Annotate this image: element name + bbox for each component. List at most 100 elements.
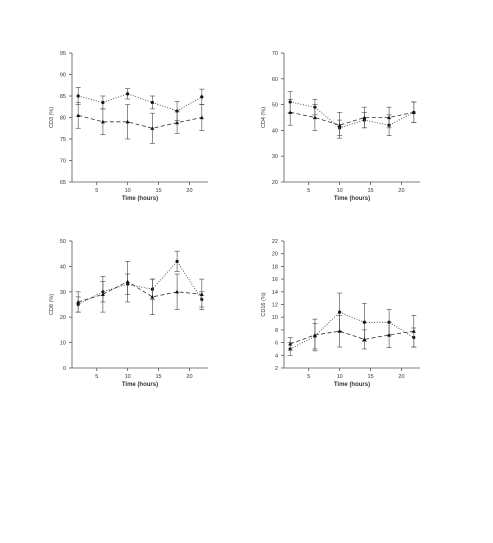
y-tick-label: 22 bbox=[272, 239, 278, 245]
series-dotted bbox=[287, 91, 417, 136]
data-point bbox=[312, 115, 317, 120]
x-tick-label: 5 bbox=[95, 374, 98, 380]
series-line bbox=[290, 101, 414, 129]
y-tick-label: 95 bbox=[60, 51, 66, 57]
series-line bbox=[78, 260, 203, 305]
y-tick-label: 40 bbox=[60, 264, 66, 270]
data-point bbox=[125, 279, 130, 284]
y-tick-label: 70 bbox=[272, 51, 278, 57]
series-line bbox=[290, 111, 414, 126]
y-tick-label: 4 bbox=[275, 353, 278, 359]
series-dashed bbox=[287, 99, 417, 139]
data-point bbox=[150, 100, 154, 105]
data-point bbox=[199, 115, 204, 120]
x-tick-label: 10 bbox=[337, 374, 343, 380]
x-axis-label: Time (hours) bbox=[334, 196, 370, 202]
data-point bbox=[175, 289, 180, 294]
series-line bbox=[78, 281, 202, 303]
data-point bbox=[125, 119, 130, 124]
y-tick-label: 75 bbox=[60, 137, 66, 143]
data-point bbox=[150, 126, 155, 130]
y-tick-label: 50 bbox=[60, 239, 66, 245]
x-tick-label: 15 bbox=[367, 188, 373, 194]
data-point bbox=[199, 292, 204, 296]
data-point bbox=[150, 294, 155, 299]
y-tick-label: 0 bbox=[63, 366, 66, 372]
chart-panel-2: 20 30 40 50 60 70 5 10 15 20 Time (hours) CD4 (%) bbox=[261, 51, 420, 202]
y-tick-label: 65 bbox=[60, 180, 66, 186]
data-point bbox=[362, 320, 366, 324]
x-tick-label: 5 bbox=[95, 188, 98, 194]
x-axis-label: Time (hours) bbox=[122, 196, 158, 202]
series-line bbox=[78, 93, 202, 112]
series-dashed bbox=[75, 261, 205, 315]
data-point bbox=[101, 100, 105, 105]
y-tick-label: 30 bbox=[272, 154, 278, 160]
x-axis-label: Time (hours) bbox=[122, 382, 158, 388]
data-point bbox=[175, 120, 180, 125]
y-tick-label: 80 bbox=[60, 116, 66, 122]
data-point bbox=[288, 341, 293, 346]
series-line bbox=[290, 311, 415, 350]
data-point bbox=[362, 115, 367, 120]
y-tick-label: 20 bbox=[272, 252, 278, 258]
y-tick-label: 20 bbox=[60, 315, 66, 321]
x-tick-label: 5 bbox=[307, 188, 310, 194]
x-axis-label: Time (hours) bbox=[334, 382, 370, 388]
y-tick-label: 12 bbox=[272, 303, 278, 309]
chart-panel-4: 2 4 6 8 10 12 14 16 18 20 22 5 10 15 20 Time (hours) CD1… bbox=[261, 239, 420, 388]
y-tick-label: 6 bbox=[275, 341, 278, 347]
data-point bbox=[337, 123, 342, 127]
series-dashed bbox=[75, 102, 205, 144]
data-point bbox=[76, 94, 80, 98]
data-point bbox=[288, 110, 293, 114]
x-tick-label: 10 bbox=[125, 374, 131, 380]
y-axis-label: CD3 (%) bbox=[49, 107, 55, 128]
data-point bbox=[100, 292, 105, 296]
y-tick-label: 2 bbox=[275, 366, 278, 372]
data-point bbox=[175, 259, 179, 263]
x-tick-label: 10 bbox=[337, 188, 343, 194]
y-tick-label: 40 bbox=[272, 128, 278, 134]
data-point bbox=[126, 92, 130, 96]
x-tick-label: 15 bbox=[155, 188, 161, 194]
data-point bbox=[362, 337, 367, 342]
series-dotted bbox=[75, 87, 205, 121]
y-tick-label: 14 bbox=[272, 290, 278, 296]
data-point bbox=[387, 115, 392, 120]
y-tick-label: 60 bbox=[272, 77, 278, 83]
data-point bbox=[337, 329, 342, 333]
data-point bbox=[312, 332, 317, 337]
y-tick-label: 8 bbox=[275, 328, 278, 334]
series-dashed bbox=[287, 314, 417, 352]
data-point bbox=[200, 95, 204, 99]
y-axis-label: CD4 (%) bbox=[261, 107, 267, 128]
y-tick-label: 16 bbox=[272, 277, 278, 283]
data-point bbox=[100, 119, 105, 124]
y-tick-label: 30 bbox=[60, 290, 66, 296]
chart-panel-3: 0 10 20 30 40 50 5 10 15 20 Time (hours) CD8 (%) bbox=[49, 239, 208, 388]
chart-panel-1: 65 70 75 80 85 90 95 5 10 15 20 Time (hours) CD3 (%) bbox=[49, 51, 208, 202]
y-tick-label: 10 bbox=[60, 341, 66, 347]
data-point bbox=[76, 113, 81, 117]
x-tick-label: 15 bbox=[367, 374, 373, 380]
series-line bbox=[78, 114, 202, 129]
y-axis-label: CD16 (%) bbox=[261, 292, 267, 316]
series-dotted bbox=[287, 292, 417, 356]
y-axis-label: CD8 (%) bbox=[49, 294, 55, 315]
y-tick-label: 90 bbox=[60, 73, 66, 79]
x-tick-label: 20 bbox=[186, 374, 192, 380]
data-point bbox=[387, 332, 392, 337]
x-tick-label: 15 bbox=[155, 374, 161, 380]
y-tick-label: 85 bbox=[60, 94, 66, 100]
data-point bbox=[338, 310, 342, 314]
y-tick-label: 18 bbox=[272, 264, 278, 270]
data-point bbox=[411, 329, 416, 333]
y-tick-label: 70 bbox=[60, 159, 66, 165]
series-line bbox=[290, 330, 414, 345]
y-tick-label: 10 bbox=[272, 315, 278, 321]
x-tick-label: 5 bbox=[307, 374, 310, 380]
x-tick-label: 20 bbox=[398, 188, 404, 194]
x-tick-label: 20 bbox=[186, 188, 192, 194]
